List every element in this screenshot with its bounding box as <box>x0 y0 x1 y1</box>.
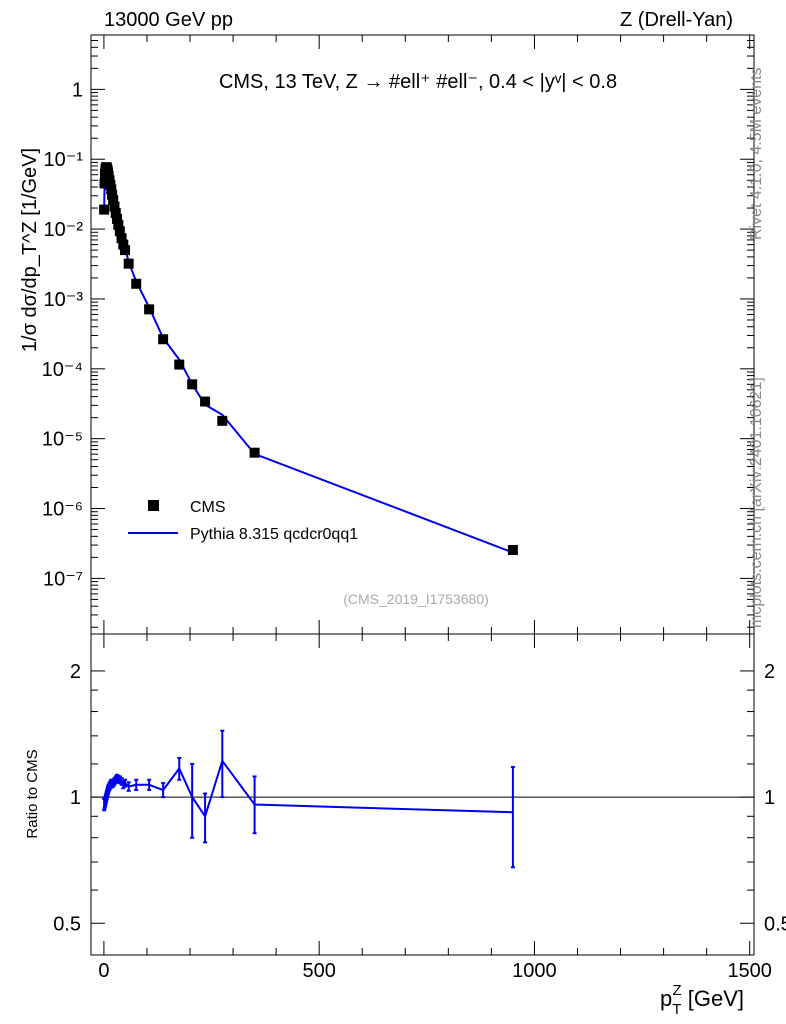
cms-data-point <box>200 396 211 407</box>
cms-data-point <box>118 239 129 250</box>
ratio-y-tick-label: 1 <box>70 787 81 809</box>
cms-data-point <box>113 219 124 230</box>
side-mcplots-text: mcplots.cern.ch [arXiv:2401.10621] <box>748 377 765 628</box>
ratio-panel: 0.5 0.5 1 1 2 2 0 500 1000 1500 Ratio to CMS <box>24 633 786 982</box>
main-frame <box>90 34 755 635</box>
ratio-x-ticks: 0 500 1000 1500 <box>98 634 772 982</box>
cms-data-point <box>106 184 117 195</box>
y-tick-label: 10⁻⁴ <box>42 359 83 381</box>
legend: CMS Pythia 8.315 qcdcr0qq1 <box>128 499 358 543</box>
legend-label-cms: CMS <box>190 499 226 516</box>
x-tick-label: 1000 <box>512 960 557 982</box>
y-tick-label: 10⁻⁶ <box>42 499 83 521</box>
cms-data-point <box>123 258 134 269</box>
ratio-y-tick-label: 2 <box>70 661 81 683</box>
cms-data-point <box>112 213 123 224</box>
x-tick-label: 1500 <box>727 960 772 982</box>
side-rivet-text: Rivet 4.1.0, 4.5M events <box>748 67 765 240</box>
cms-data-point <box>107 189 118 200</box>
x-tick-label: 500 <box>302 960 335 982</box>
main-y-ticks: 10⁻⁷ 10⁻⁶ 10⁻⁵ 10⁻⁴ 10⁻³ 10⁻² 10⁻¹ 1 <box>42 34 754 628</box>
x-tick-label: 0 <box>98 960 109 982</box>
ratio-y-tick-label-right: 1 <box>764 787 775 809</box>
cms-data-point <box>109 201 120 212</box>
ratio-series <box>102 729 515 869</box>
cms-data-point <box>187 379 198 390</box>
ratio-y-ticks: 0.5 0.5 1 1 2 2 <box>53 661 786 935</box>
ratio-y-axis-label: Ratio to CMS <box>24 749 41 838</box>
ratio-y-tick-label-right: 2 <box>764 661 775 683</box>
ratio-y-tick-label: 0.5 <box>53 913 81 935</box>
cms-data-point <box>174 359 185 370</box>
cms-data-point <box>507 544 518 555</box>
legend-marker-cms <box>148 500 159 511</box>
y-tick-label: 10⁻² <box>44 219 84 241</box>
main-panel: 10⁻⁷ 10⁻⁶ 10⁻⁵ 10⁻⁴ 10⁻³ 10⁻² 10⁻¹ 1 CMS, 13 Te… <box>19 34 755 635</box>
analysis-id: (CMS_2019_I1753680) <box>343 591 489 607</box>
y-tick-label: 10⁻³ <box>44 289 84 311</box>
main-x-ticks <box>103 35 751 634</box>
main-series-markers <box>99 162 518 555</box>
cms-data-point <box>110 207 121 218</box>
cms-data-point <box>144 304 155 315</box>
ratio-line <box>103 758 513 819</box>
cms-data-point <box>116 233 127 244</box>
cms-data-point <box>217 415 228 426</box>
cms-data-point <box>108 195 119 206</box>
cms-data-point <box>158 334 169 345</box>
y-tick-label: 10⁻¹ <box>44 149 84 171</box>
x-axis-label: pTZ [GeV] <box>660 982 744 1018</box>
pythia-line <box>103 166 514 554</box>
cms-data-point <box>120 245 131 256</box>
header-left: 13000 GeV pp <box>104 9 233 31</box>
ratio-y-tick-label-right: 0.5 <box>764 913 786 935</box>
cms-data-point <box>99 204 110 215</box>
y-tick-label: 10⁻⁷ <box>43 568 83 590</box>
cms-data-point <box>114 226 125 237</box>
header-right: Z (Drell-Yan) <box>620 9 733 31</box>
main-series-lines <box>103 166 514 554</box>
legend-label-pythia: Pythia 8.315 qcdcr0qq1 <box>190 526 358 543</box>
chart-title: CMS, 13 TeV, Z → #ell⁺ #ell⁻, 0.4 < |yᵛ|… <box>219 71 617 93</box>
main-y-axis-label: 1/σ dσ/dp_T^Z [1/GeV] <box>19 148 41 352</box>
y-tick-label: 10⁻⁵ <box>42 429 83 451</box>
ratio-frame <box>90 633 755 956</box>
cms-data-point <box>131 278 142 289</box>
cms-data-point <box>249 447 260 458</box>
y-tick-label: 1 <box>72 79 83 101</box>
